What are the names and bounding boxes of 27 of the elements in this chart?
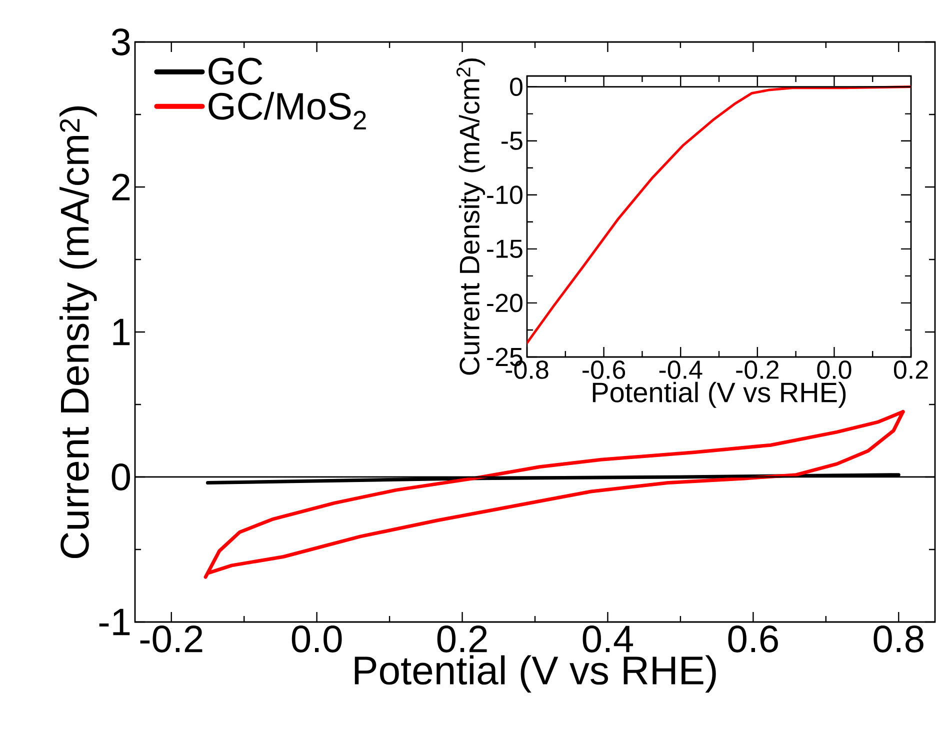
y-axis-title: Current Density (mA/cm$^{2}$)	[60, 106, 97, 558]
y-tick-label: -10	[487, 186, 522, 204]
x-tick-label: 0.6	[728, 626, 778, 652]
x-axis-title: Potential (V vs RHE)	[354, 655, 716, 693]
x-tick-label: 0.0	[817, 360, 852, 379]
y-tick-label: 2	[112, 174, 130, 200]
x-tick-label: -0.2	[140, 626, 202, 652]
y-tick-label: -20	[487, 294, 522, 312]
x-tick-label: -0.2	[736, 360, 779, 379]
x-tick-label: 0.2	[437, 626, 487, 652]
x-tick-label: -0.6	[582, 360, 626, 379]
x-axis-title: Potential (V vs RHE)	[592, 382, 846, 408]
y-tick-label: 0	[112, 464, 130, 490]
x-tick-label: 0.8	[874, 626, 924, 652]
legend-label: GC	[208, 58, 262, 85]
legend-label: GC/MoS$_{2}$	[208, 92, 366, 130]
x-tick-label: 0.2	[894, 360, 928, 379]
x-tick-label: 0.0	[292, 626, 342, 652]
y-tick-label: -5	[502, 132, 522, 150]
y-tick-label: 1	[113, 318, 130, 346]
x-tick-label: -0.4	[659, 360, 702, 379]
y-axis-title: Current Density (mA/cm$^{2}$)	[456, 58, 486, 375]
y-tick-label: 0	[510, 78, 522, 96]
x-tick-label: 0.4	[582, 626, 634, 652]
y-tick-label: -1	[99, 608, 130, 636]
y-tick-label: 3	[112, 28, 130, 56]
y-tick-label: -15	[487, 240, 522, 258]
